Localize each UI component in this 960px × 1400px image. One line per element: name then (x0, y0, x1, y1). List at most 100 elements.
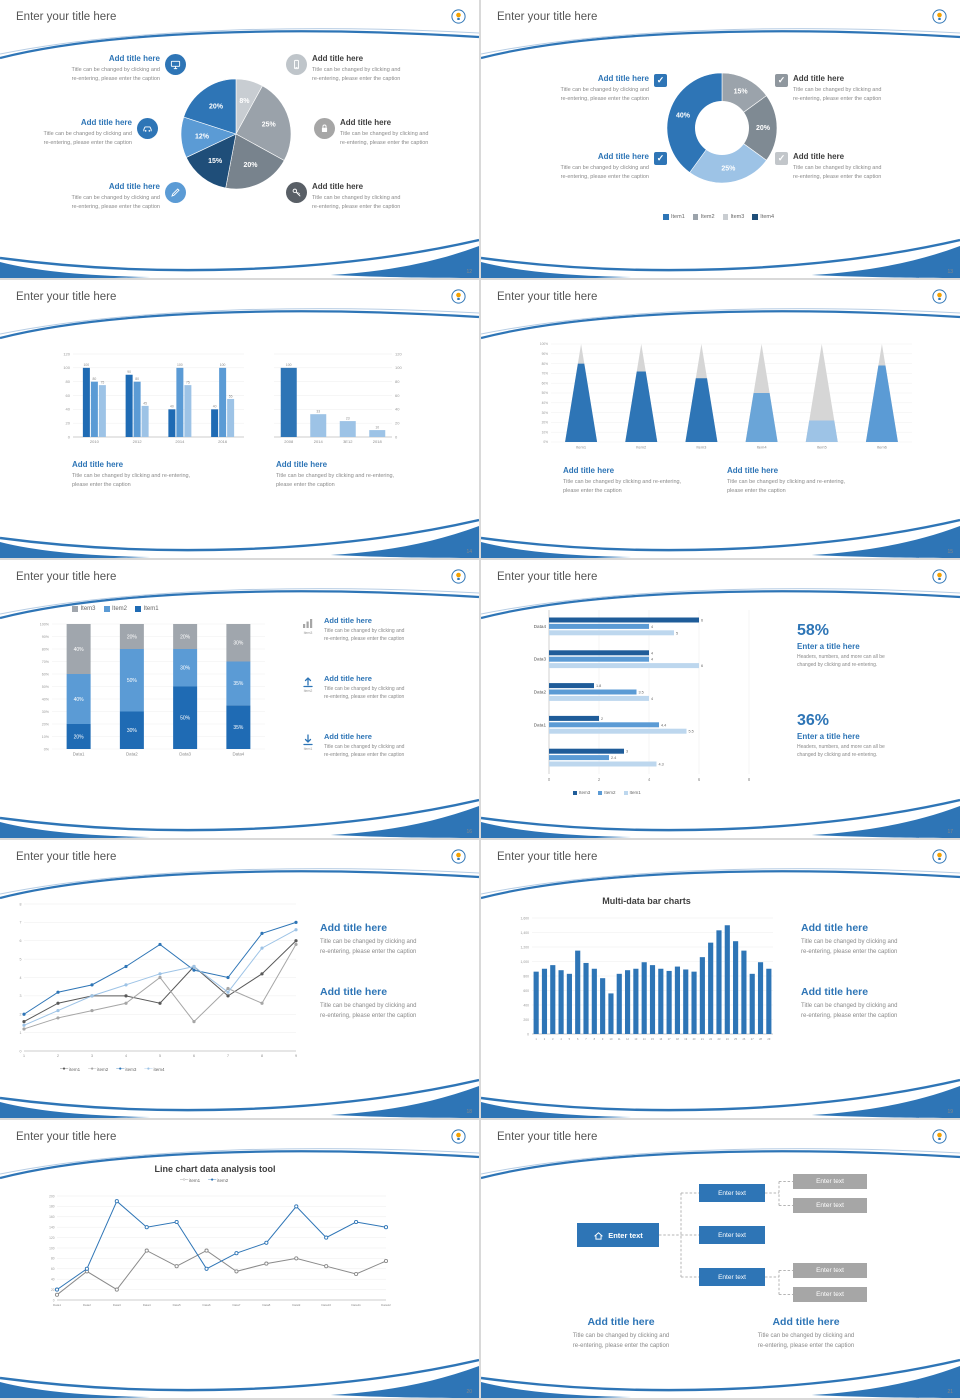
callout-caption: Title can be changed by clicking and re-e… (24, 194, 160, 212)
svg-text:100: 100 (220, 363, 226, 367)
stat-value: 36% (797, 712, 830, 729)
svg-text:29: 29 (767, 1037, 770, 1041)
callout-top-left: Add title here Title can be changed by c… (24, 54, 186, 84)
feature-row: Item3 Add title here Title can be change… (298, 616, 472, 643)
svg-text:2014: 2014 (175, 439, 185, 444)
svg-text:100: 100 (63, 365, 70, 370)
svg-text:1,200: 1,200 (521, 945, 530, 949)
flow-box-label: Enter text (816, 1291, 844, 1298)
flow-node-box[interactable]: Enter text (699, 1226, 765, 1244)
bar-chart: 0 20 40 60 80 100 120 100 2008 33 2014 23 3E12 10 2018 (274, 351, 402, 444)
caption-text: Title can be changed by clicking and re-… (276, 472, 451, 490)
slide-20[interactable]: Enter your title here Line chart data an… (0, 1120, 479, 1398)
svg-text:30%: 30% (542, 411, 549, 415)
stat-title: Enter a title here (797, 642, 860, 651)
legend-item: Item1 (135, 606, 159, 612)
caption-line: re-entering, please enter the caption (757, 1342, 855, 1349)
lock-icon (314, 118, 335, 139)
slide-12[interactable]: Enter your title here 8% 25% 20% 15% 12% 20% … (0, 0, 479, 278)
svg-text:13: 13 (634, 1037, 637, 1041)
svg-text:27: 27 (751, 1037, 754, 1041)
legend-label: Item2 (700, 214, 715, 220)
bottom-swoosh (481, 1078, 960, 1118)
top-swoosh (481, 28, 960, 60)
flow-leaf-box[interactable]: Enter text (793, 1174, 867, 1189)
logo-icon (451, 569, 466, 584)
caption-block-right: Add title here Title can be changed by c… (727, 466, 902, 496)
svg-text:80: 80 (51, 1257, 55, 1261)
caption-line: re-entering, please enter the caption (312, 203, 401, 210)
flow-box-label: Enter text (718, 1189, 746, 1197)
caption-line: please enter the caption (563, 487, 622, 494)
svg-text:2.4: 2.4 (611, 756, 616, 760)
svg-text:400: 400 (523, 1003, 529, 1007)
svg-text:3: 3 (626, 750, 628, 754)
svg-text:0%: 0% (44, 747, 50, 751)
callout-title: Add title here (597, 152, 649, 161)
callout-title: Add title here (312, 182, 364, 191)
slide-header-title: Enter your title here (497, 851, 598, 863)
legend-item: ─●─ item1 (60, 1066, 81, 1072)
callout-text: Add title here Title can be changed by c… (312, 182, 454, 212)
top-swoosh (0, 1148, 479, 1180)
svg-text:Data4: Data4 (534, 624, 547, 629)
slide-13[interactable]: Enter your title here 15% 20% 25% 40% Item1… (481, 0, 960, 278)
svg-text:Data3: Data3 (534, 657, 547, 662)
svg-text:9: 9 (602, 1037, 604, 1041)
page-number: 18 (466, 1109, 472, 1115)
page-number: 17 (947, 829, 953, 835)
svg-text:Item6: Item6 (877, 445, 888, 450)
legend-item: ─●─ item3 (116, 1066, 137, 1072)
svg-text:20: 20 (395, 421, 400, 426)
slide-21[interactable]: Enter your title here Enter text Enter t… (481, 1120, 960, 1398)
svg-text:50%: 50% (542, 391, 549, 395)
flow-root-box[interactable]: Enter text (577, 1223, 659, 1247)
legend-label: item2 (217, 1177, 229, 1183)
caption-line: Title can be changed by clicking and (801, 939, 898, 945)
svg-text:35%: 35% (233, 725, 244, 731)
caption-line: re-entering, please enter the caption (560, 173, 649, 180)
callout-text: Add title here Title can be changed by c… (324, 674, 472, 701)
svg-text:1.8: 1.8 (596, 684, 601, 688)
slide-header-title: Enter your title here (497, 11, 598, 23)
callout-title: Add title here (108, 182, 160, 191)
flow-box-label: Enter text (718, 1273, 746, 1281)
svg-text:19: 19 (684, 1037, 687, 1041)
svg-text:30%: 30% (42, 710, 50, 714)
caption-line: re-entering, please enter the caption (340, 139, 429, 146)
checkbox-icon: ✓ (775, 74, 788, 87)
svg-text:100%: 100% (540, 342, 548, 346)
caption-block-1: Add title here Title can be changed by c… (801, 922, 953, 958)
svg-text:Data2: Data2 (126, 752, 138, 757)
flow-leaf-box[interactable]: Enter text (793, 1198, 867, 1213)
flow-leaf-box[interactable]: Enter text (793, 1287, 867, 1302)
svg-text:20: 20 (693, 1037, 696, 1041)
flow-leaf-box[interactable]: Enter text (793, 1263, 867, 1278)
cone-chart: 0% 10% 20% 30% 40% 50% 60% 70% 80% 90% 100% Item1 It… (540, 342, 912, 450)
slide-16[interactable]: Enter your title here Item3 Item2 Item1 … (0, 560, 479, 838)
caption-line: Title can be changed by clicking and (71, 66, 160, 73)
flow-node-box[interactable]: Enter text (699, 1268, 765, 1286)
slide-19[interactable]: Enter your title here Multi-data bar cha… (481, 840, 960, 1118)
flow-node-box[interactable]: Enter text (699, 1184, 765, 1202)
svg-text:25%: 25% (262, 122, 277, 129)
slide-17[interactable]: Enter your title here 0 2 4 6 8 6 4 5 Data4 4 4 6 Da… (481, 560, 960, 838)
svg-text:28: 28 (759, 1037, 762, 1041)
caption-line: Title can be changed by clicking and (572, 1333, 670, 1339)
callout-bottom-left: Add title here Title can be changed by c… (24, 182, 186, 212)
slide-14[interactable]: Enter your title here 0 20 40 60 80 100 120 100… (0, 280, 479, 558)
caption-line: Title can be changed by clicking and (324, 686, 405, 692)
legend-label: Item1 (143, 606, 159, 612)
slide-15[interactable]: Enter your title here 0% 10% 20% 30% 40% 50% 6… (481, 280, 960, 558)
callout-title: Add title here (597, 74, 649, 83)
legend-item: ─●─ item2 (88, 1066, 109, 1072)
svg-text:2012: 2012 (133, 439, 143, 444)
svg-text:20: 20 (66, 421, 71, 426)
caption-line: Title can be changed by clicking and (320, 1003, 417, 1009)
callout-top-right: ✓ Add title here Title can be changed by… (775, 74, 953, 104)
svg-text:10%: 10% (42, 735, 50, 739)
svg-text:4.4: 4.4 (661, 723, 666, 727)
donut-legend: Item1 Item2 Item3 Item4 (663, 214, 774, 220)
